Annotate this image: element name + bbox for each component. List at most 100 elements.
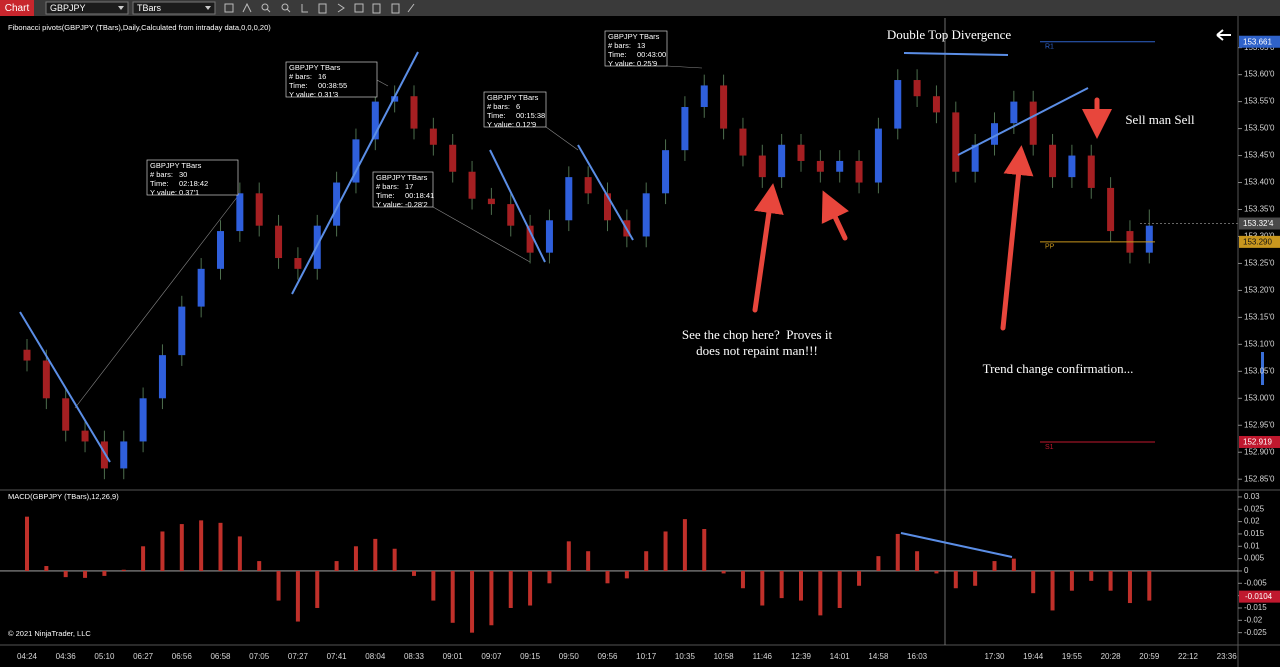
candle-body	[410, 96, 418, 129]
dropdown-arrow[interactable]	[205, 6, 211, 10]
x-tick-label: 08:04	[365, 652, 386, 661]
y-tick-label: 0.02	[1244, 517, 1260, 526]
info-box-field: # bars:	[608, 41, 631, 50]
y-tick-label: 153.15'0	[1244, 312, 1275, 321]
macd-bar	[412, 570, 416, 576]
info-box	[372, 171, 434, 208]
macd-bar	[586, 551, 591, 571]
candle-body	[894, 80, 902, 129]
x-tick-label: 06:56	[172, 652, 193, 661]
macd-bar	[953, 570, 958, 589]
candle-body	[294, 258, 302, 269]
x-tick-label: 22:12	[1178, 652, 1199, 661]
macd-bar	[295, 570, 300, 622]
macd-bar	[547, 570, 552, 584]
macd-bar	[895, 533, 900, 571]
info-box	[146, 159, 239, 196]
candle-body	[681, 107, 689, 151]
instrument-select[interactable]	[45, 1, 129, 15]
y-tick-label: 0.01	[1244, 541, 1260, 550]
macd-bar	[179, 524, 184, 571]
candle-body	[120, 441, 128, 469]
macd-pane-title: MACD(GBPJPY (TBars),12,26,9)	[8, 492, 119, 501]
info-box-value: 0.25'9	[637, 59, 657, 68]
candle-body	[352, 139, 360, 183]
macd-bar	[876, 556, 881, 571]
macd-bar	[63, 570, 68, 578]
macd-bar	[102, 570, 107, 576]
chart-tab[interactable]	[0, 0, 34, 16]
macd-bar	[257, 561, 262, 571]
pivot-label: R1	[1045, 44, 1054, 51]
pivot-label: PP	[1045, 244, 1055, 251]
info-box-value: 00:18:41	[405, 191, 434, 200]
macd-bar	[334, 561, 339, 571]
candle-body	[836, 160, 844, 172]
x-tick-label: 04:36	[56, 652, 77, 661]
macd-bar	[760, 570, 765, 606]
info-box-field: # bars:	[150, 170, 173, 179]
x-tick-label: 14:58	[868, 652, 889, 661]
macd-bar	[276, 570, 281, 601]
chart-tab-label[interactable]: Chart	[5, 3, 30, 14]
y-tick-label: 0	[1244, 566, 1249, 575]
collapse-arrow[interactable]	[1216, 29, 1231, 41]
bar-type-label[interactable]: TBars	[137, 3, 162, 13]
arrows	[752, 97, 1112, 331]
macd-bar	[1050, 570, 1055, 611]
macd-bar	[1089, 570, 1094, 581]
info-box-field: Y value:	[487, 120, 514, 129]
candle-body	[371, 101, 379, 140]
x-tick-label: 10:17	[636, 652, 657, 661]
x-tick-label: 23:36	[1217, 652, 1238, 661]
x-tick-label: 06:58	[210, 652, 231, 661]
instrument-label[interactable]: GBPJPY	[50, 3, 86, 13]
y-tick-label: 0.03	[1244, 492, 1260, 501]
macd-bar	[682, 519, 687, 571]
price-marker-label: 152.919	[1243, 438, 1272, 447]
macd-bar	[1108, 570, 1113, 591]
x-tick-label: 12:39	[791, 652, 812, 661]
copyright: © 2021 NinjaTrader, LLC	[8, 629, 91, 638]
macd-bar	[237, 536, 242, 571]
x-tick-label: 09:56	[597, 652, 618, 661]
dropdown-arrow[interactable]	[118, 6, 124, 10]
x-tick-label: 09:07	[481, 652, 502, 661]
candle-body	[255, 193, 263, 226]
candle-body	[23, 349, 31, 361]
scroll-indicator[interactable]	[1261, 352, 1264, 385]
y-tick-label: 153.60'0	[1244, 70, 1275, 79]
macd-bar	[315, 570, 320, 608]
macd-bar	[663, 531, 668, 571]
y-tick-label: 0.005	[1244, 554, 1265, 563]
info-box-value: 02:18:42	[179, 179, 208, 188]
macd-bar	[934, 570, 939, 574]
macd-bar	[992, 561, 997, 571]
macd-bar	[837, 570, 842, 608]
macd-bar	[740, 570, 745, 589]
info-box-value: 16	[318, 72, 326, 81]
macd-bar	[915, 551, 920, 571]
y-tick-label: 153.45'0	[1244, 151, 1275, 160]
candle-body	[720, 85, 728, 129]
x-tick-label: 16:03	[907, 652, 928, 661]
note: Double Top Divergence	[887, 27, 1011, 42]
candle-body	[468, 171, 476, 199]
candle-body	[1068, 155, 1076, 178]
x-tick-label: 10:35	[675, 652, 696, 661]
macd-bar	[702, 529, 707, 571]
info-box-title: GBPJPY TBars	[150, 161, 202, 170]
bar-type-select[interactable]	[132, 1, 216, 15]
candle-body	[565, 177, 573, 221]
y-tick-label: 152.95'0	[1244, 420, 1275, 429]
toolbar-icons[interactable]	[224, 2, 415, 14]
x-tick-label: 14:01	[830, 652, 851, 661]
macd-bar	[1069, 570, 1074, 591]
info-box-value: 0.31'3	[318, 90, 338, 99]
y-tick-label: 153.05'0	[1244, 366, 1275, 375]
candle-body	[275, 225, 283, 259]
x-tick-label: 07:41	[327, 652, 348, 661]
macd-bar	[644, 551, 649, 571]
